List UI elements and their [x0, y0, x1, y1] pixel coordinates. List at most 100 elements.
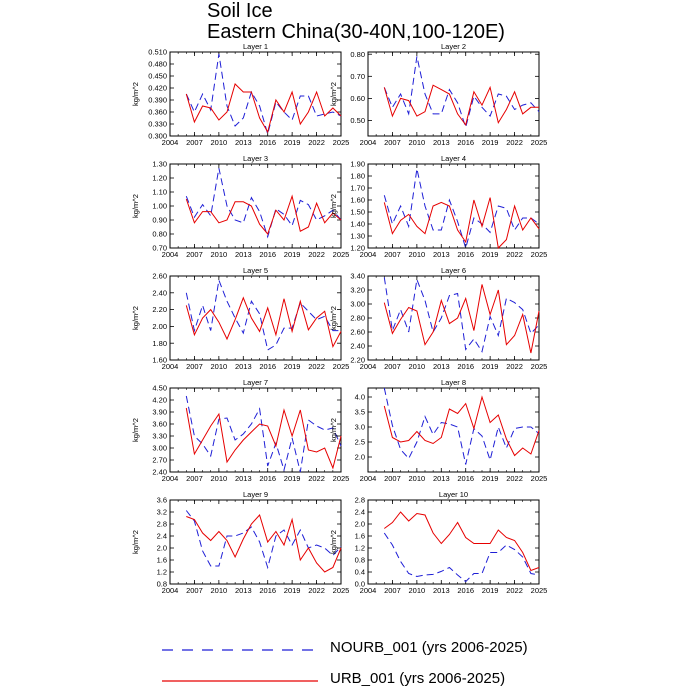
x-tick-label: 2013 [235, 250, 252, 259]
x-tick-label: 2025 [333, 250, 350, 259]
series-urb-line [185, 296, 342, 349]
x-tick-label: 2025 [531, 362, 548, 371]
y-tick-label: 1.6 [355, 532, 365, 541]
panel-title: Layer 7 [243, 378, 268, 387]
x-tick-label: 2025 [531, 586, 548, 595]
x-tick-label: 2016 [259, 474, 276, 483]
x-tick-label: 2004 [360, 362, 377, 371]
y-tick-label: 1.20 [350, 244, 365, 253]
y-axis-label: kg/m^2 [131, 194, 140, 218]
y-axis-label: kg/m^2 [131, 530, 140, 554]
x-tick-label: 2025 [531, 474, 548, 483]
x-tick-label: 2022 [506, 474, 523, 483]
series-urb-line [383, 395, 540, 457]
y-tick-label: 1.2 [355, 544, 365, 553]
series-urb-line [383, 197, 540, 250]
x-tick-label: 2010 [211, 586, 228, 595]
panel-layer-8: Layer 8 kg/m^2 2004 2007 2010 2013 2016 2019 202… [329, 378, 547, 483]
y-tick-label: 3.20 [350, 286, 365, 295]
panel-title: Layer 8 [441, 378, 466, 387]
y-tick-label: 0.80 [350, 50, 365, 59]
y-tick-label: 2.8 [157, 520, 167, 529]
x-tick-label: 2022 [308, 250, 325, 259]
x-tick-label: 2022 [506, 138, 523, 147]
y-tick-label: 4.0 [355, 393, 365, 402]
y-tick-label: 2.0 [355, 453, 365, 462]
panel-title: Layer 3 [243, 154, 268, 163]
y-tick-label: 3.00 [350, 300, 365, 309]
x-tick-label: 2013 [433, 362, 450, 371]
x-tick-label: 2022 [506, 250, 523, 259]
x-tick-label: 2016 [457, 586, 474, 595]
y-tick-label: 2.20 [152, 305, 167, 314]
panel-layer-1: Layer 1 kg/m^2 2004 2007 2010 2013 2016 2019 202… [131, 42, 349, 147]
x-tick-label: 2022 [506, 586, 523, 595]
x-tick-label: 2019 [284, 138, 301, 147]
x-tick-label: 2025 [531, 250, 548, 259]
y-tick-label: 2.4 [157, 532, 167, 541]
series-nourb-line [383, 387, 540, 465]
x-tick-label: 2025 [333, 138, 350, 147]
panel-layer-10: Layer 10 kg/m^2 2004 2007 2010 2013 2016 2019 20… [329, 490, 547, 595]
x-tick-label: 2016 [259, 138, 276, 147]
plot-frame [367, 275, 540, 361]
y-tick-label: 2.5 [355, 438, 365, 447]
x-tick-label: 2010 [409, 586, 426, 595]
x-tick-label: 2013 [235, 474, 252, 483]
x-tick-label: 2025 [333, 362, 350, 371]
y-tick-label: 0.70 [350, 72, 365, 81]
x-tick-label: 2019 [284, 250, 301, 259]
series-urb-line [185, 194, 342, 236]
series-nourb-line [383, 277, 540, 353]
x-tick-label: 2013 [433, 474, 450, 483]
panel-title: Layer 9 [243, 490, 268, 499]
x-tick-label: 2010 [211, 250, 228, 259]
y-tick-label: 3.0 [355, 423, 365, 432]
series-urb-line [185, 407, 342, 470]
series-nourb-line [383, 56, 540, 129]
panel-layer-6: Layer 6 kg/m^2 2004 2007 2010 2013 2016 2019 202… [329, 266, 547, 371]
panel-title: Layer 4 [441, 154, 466, 163]
x-tick-label: 2022 [308, 586, 325, 595]
x-tick-label: 2019 [482, 138, 499, 147]
panel-title: Layer 6 [441, 266, 466, 275]
x-tick-label: 2013 [433, 586, 450, 595]
y-axis-label: kg/m^2 [329, 418, 338, 442]
y-tick-label: 0.0 [355, 580, 365, 589]
x-tick-label: 2004 [360, 138, 377, 147]
y-tick-label: 1.00 [152, 202, 167, 211]
y-tick-label: 0.360 [148, 108, 167, 117]
y-tick-label: 0.8 [157, 580, 167, 589]
y-tick-label: 0.300 [148, 132, 167, 141]
y-tick-label: 2.0 [355, 520, 365, 529]
plot-frame [367, 51, 540, 137]
x-tick-label: 2007 [384, 250, 401, 259]
y-tick-label: 0.450 [148, 72, 167, 81]
x-tick-label: 2022 [506, 362, 523, 371]
x-tick-label: 2004 [162, 586, 179, 595]
y-tick-label: 2.80 [350, 314, 365, 323]
x-tick-label: 2010 [211, 138, 228, 147]
y-tick-label: 2.60 [152, 272, 167, 281]
y-tick-label: 1.70 [350, 184, 365, 193]
y-axis-label: kg/m^2 [131, 306, 140, 330]
x-tick-label: 2019 [284, 362, 301, 371]
x-tick-label: 2016 [259, 362, 276, 371]
panel-title: Layer 5 [243, 266, 268, 275]
y-tick-label: 0.4 [355, 568, 365, 577]
x-tick-label: 2016 [457, 474, 474, 483]
x-tick-label: 2010 [409, 474, 426, 483]
x-tick-label: 2013 [433, 138, 450, 147]
series-nourb-line [185, 395, 342, 473]
series-nourb-line [185, 510, 342, 570]
x-tick-label: 2004 [162, 250, 179, 259]
y-tick-label: 0.420 [148, 84, 167, 93]
y-tick-label: 3.60 [152, 420, 167, 429]
x-tick-label: 2016 [259, 250, 276, 259]
panel-title: Layer 10 [439, 490, 468, 499]
panel-layer-5: Layer 5 kg/m^2 2004 2007 2010 2013 2016 2019 202… [131, 266, 349, 371]
series-urb-line [186, 514, 342, 573]
y-tick-label: 0.390 [148, 96, 167, 105]
y-tick-label: 4.20 [152, 396, 167, 405]
